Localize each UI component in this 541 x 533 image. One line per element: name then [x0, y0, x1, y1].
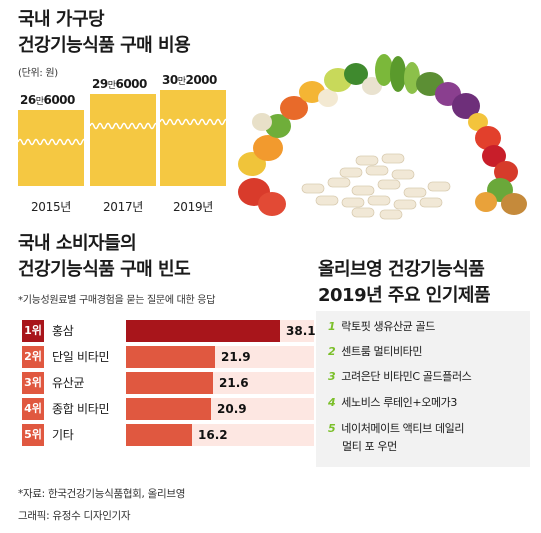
- popular-products-list: 1 락토핏 생유산균 골드 2 센트룸 멀티비타민 3 고려은단 비타민C 골드플러스…: [316, 311, 530, 467]
- spending-value-minor: 6000: [115, 77, 147, 91]
- rank-category-label: 단일 비타민: [52, 350, 110, 364]
- spending-value-label: 26만6000: [20, 93, 75, 107]
- frequency-bar: [126, 320, 280, 342]
- rank-category-label: 유산균: [52, 376, 85, 390]
- popular-item-name-line2: 멀티 포 우먼: [342, 440, 397, 453]
- popular-item-number: 2: [328, 345, 336, 358]
- bar-track: 21.6: [126, 372, 314, 394]
- frequency-row: 4위 종합 비타민 20.9: [22, 398, 322, 420]
- spending-title-line2: 건강기능식품 구매 비용: [18, 35, 191, 56]
- rank-badge: 1위: [22, 320, 44, 342]
- popular-item: 5 네이처메이트 액티브 데일리: [328, 421, 465, 437]
- spending-title-line1: 국내 가구당: [18, 9, 105, 30]
- frequency-bar: [126, 424, 192, 446]
- popular-item-number: 3: [328, 370, 336, 383]
- spending-year-label: 2015년: [30, 200, 72, 214]
- spending-year-label: 2017년: [102, 200, 144, 214]
- spending-value-unit: 만: [35, 97, 44, 107]
- popular-item-number: 1: [328, 320, 336, 333]
- popular-item-name: 고려은단 비타민C 골드플러스: [341, 370, 472, 383]
- frequency-row: 2위 단일 비타민 21.9: [22, 346, 322, 368]
- spending-value-major: 29: [92, 77, 108, 91]
- popular-title-line2: 2019년 주요 인기제품: [318, 285, 491, 306]
- frequency-value-label: 38.1: [286, 324, 316, 338]
- spending-value-minor: 2000: [185, 73, 217, 87]
- popular-item-name: 락토핏 생유산균 골드: [341, 320, 435, 333]
- popular-item: 2 센트룸 멀티비타민: [328, 344, 423, 360]
- frequency-value-label: 16.2: [198, 428, 228, 442]
- frequency-bar: [126, 372, 213, 394]
- popular-item: 3 고려은단 비타민C 골드플러스: [328, 369, 472, 385]
- rank-category-label: 종합 비타민: [52, 402, 110, 416]
- spending-year-label: 2019년: [172, 200, 214, 214]
- spending-unit: (단위: 원): [18, 68, 58, 79]
- bar-track: 16.2: [126, 424, 314, 446]
- spending-value-unit: 만: [107, 81, 116, 91]
- frequency-row: 5위 기타 16.2: [22, 424, 322, 446]
- frequency-title-line1: 국내 소비자들의: [18, 233, 137, 254]
- popular-item-name: 센트룸 멀티비타민: [341, 345, 423, 358]
- wave-decoration: [18, 138, 84, 146]
- spending-value-major: 30: [162, 73, 178, 87]
- frequency-title-line2: 건강기능식품 구매 빈도: [18, 259, 191, 280]
- rank-badge: 2위: [22, 346, 44, 368]
- frequency-value-label: 21.6: [219, 376, 249, 390]
- bar-track: 21.9: [126, 346, 314, 368]
- spending-bar: [160, 90, 226, 186]
- popular-title-line1: 올리브영 건강기능식품: [318, 259, 485, 280]
- frequency-row: 3위 유산균 21.6: [22, 372, 322, 394]
- spending-value-label: 30만2000: [162, 73, 217, 87]
- rank-badge: 5위: [22, 424, 44, 446]
- spending-value-unit: 만: [177, 77, 186, 87]
- wave-decoration: [90, 122, 156, 130]
- frequency-row: 1위 홍삼 38.1: [22, 320, 322, 342]
- frequency-value-label: 20.9: [217, 402, 247, 416]
- popular-item-name: 네이처메이트 액티브 데일리: [341, 422, 465, 435]
- wave-decoration: [160, 118, 226, 126]
- bar-track: 38.1: [126, 320, 316, 342]
- spending-value-minor: 6000: [43, 93, 75, 107]
- popular-item-number: 4: [328, 396, 336, 409]
- frequency-bar: [126, 398, 211, 420]
- frequency-bar: [126, 346, 215, 368]
- frequency-note: *기능성원료별 구매경험을 묻는 질문에 대한 응답: [18, 295, 216, 306]
- popular-item: 4 세노비스 루테인+오메가3: [328, 395, 457, 411]
- rank-badge: 4위: [22, 398, 44, 420]
- spending-bar: [18, 110, 84, 186]
- rank-category-label: 홍삼: [52, 324, 74, 338]
- popular-item-number: 5: [328, 422, 336, 435]
- popular-item-name: 세노비스 루테인+오메가3: [341, 396, 457, 409]
- popular-item: 1 락토핏 생유산균 골드: [328, 319, 435, 335]
- vegetables-pills-illustration: [238, 54, 527, 220]
- footer-credit: 그래픽: 유정수 디자인기자: [18, 510, 131, 522]
- rank-category-label: 기타: [52, 428, 74, 442]
- frequency-value-label: 21.9: [221, 350, 251, 364]
- footer-source: *자료: 한국건강기능식품협회, 올리브영: [18, 488, 186, 500]
- spending-value-label: 29만6000: [92, 77, 147, 91]
- spending-value-major: 26: [20, 93, 36, 107]
- rank-badge: 3위: [22, 372, 44, 394]
- spending-bar: [90, 94, 156, 186]
- bar-track: 20.9: [126, 398, 314, 420]
